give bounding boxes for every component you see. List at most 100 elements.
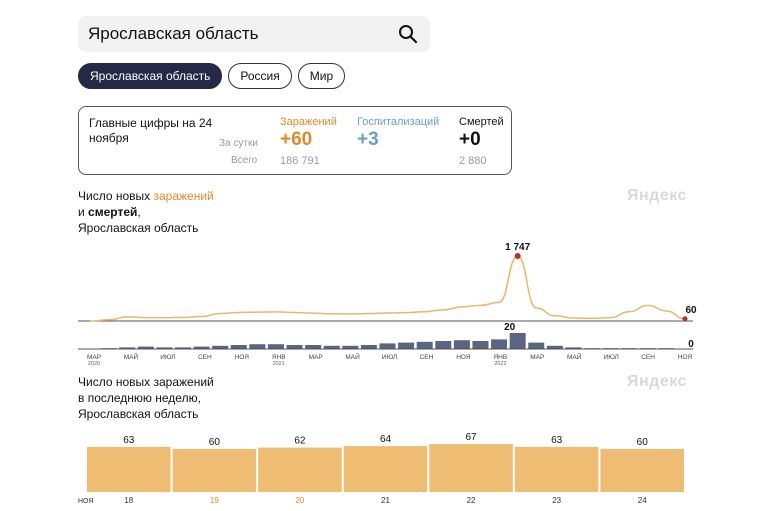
deaths-bar: [137, 346, 154, 349]
weekly-bar-value: 64: [380, 434, 392, 445]
weekly-day-label: 23: [552, 496, 561, 505]
weekly-bar-value: 60: [637, 437, 649, 448]
x-tick-label: МАЙ: [567, 352, 582, 361]
x-tick-year: 2021: [273, 361, 285, 367]
deaths-bar: [119, 347, 136, 349]
x-tick-label: ЯНВ: [272, 354, 286, 361]
cases-last-point: [682, 316, 688, 322]
x-tick-label: НОЯ: [456, 354, 471, 361]
deaths-bar: [546, 345, 563, 349]
weekly-bar: [87, 446, 171, 492]
chart1-title: Число новых заражений и смертей, Ярослав…: [78, 188, 214, 236]
x-tick-label: ИЮЛ: [604, 354, 619, 361]
chart1-title-region: Ярославская область: [78, 221, 199, 235]
weekly-bar-value: 67: [466, 432, 478, 443]
deaths-bar: [286, 345, 303, 349]
x-tick-label: МАР: [87, 354, 101, 361]
deaths-bar: [193, 346, 210, 349]
weekly-bar: [343, 446, 428, 492]
chart2-title: Число новых заражений в последнюю неделю…: [78, 374, 214, 422]
deaths-bar: [305, 345, 322, 349]
search-box[interactable]: Ярославская область: [78, 16, 430, 52]
deaths-bar: [621, 348, 638, 349]
deaths-bar: [491, 339, 508, 349]
search-icon[interactable]: [398, 24, 418, 44]
x-tick-label: МАЙ: [124, 352, 139, 361]
weekly-day-label: 18: [124, 496, 133, 505]
weekly-month-label: НОЯ: [78, 498, 93, 505]
x-tick-label: ИЮЛ: [160, 354, 175, 361]
row-label-total: Всего: [231, 155, 258, 166]
search-input[interactable]: Ярославская область: [88, 24, 259, 43]
x-tick-year: 2020: [88, 361, 100, 367]
deaths-bar: [658, 348, 675, 349]
weekly-day-label: 24: [638, 496, 647, 505]
chip-yaroslavl[interactable]: Ярославская область: [78, 63, 223, 89]
deaths-bar: [267, 344, 284, 349]
x-tick-label: ЯНВ: [493, 354, 507, 361]
row-label-day: За сутки: [219, 138, 258, 149]
x-tick-label: МАР: [309, 354, 323, 361]
deaths-bar: [249, 344, 266, 349]
chart2-title-line1: Число новых заражений: [78, 375, 214, 389]
weekly-bar-value: 62: [294, 436, 306, 447]
x-tick-label: НОЯ: [678, 354, 693, 361]
yandex-watermark-2: Яндекс: [627, 373, 687, 390]
summary-title: Главные цифры на 24 ноября: [89, 116, 213, 145]
chip-russia[interactable]: Россия: [228, 63, 292, 89]
deaths-bar: [509, 333, 526, 349]
weekly-day-label: 22: [467, 496, 476, 505]
weekly-day-label: 19: [210, 496, 219, 505]
deaths-bar: [174, 347, 191, 349]
deaths-bar: [565, 347, 582, 349]
deaths-bar: [342, 345, 359, 349]
deaths-bar: [584, 348, 601, 349]
deaths-bar: [82, 349, 98, 350]
x-tick-label: МАР: [530, 354, 544, 361]
deaths-last-label: 0: [688, 339, 694, 350]
x-tick-label: МАЙ: [345, 352, 360, 361]
chip-world[interactable]: Мир: [297, 63, 346, 89]
yandex-watermark: Яндекс: [627, 187, 687, 204]
chart1-title-bold: смертей: [88, 205, 138, 219]
deaths-bar: [602, 348, 619, 349]
cases-peak-point: [514, 253, 521, 259]
x-tick-label: НОЯ: [235, 354, 250, 361]
deaths-day: +0: [459, 129, 481, 150]
deaths-bar: [416, 341, 433, 349]
chart2-title-region: Ярославская область: [78, 407, 199, 421]
deaths-peak-label: 20: [504, 322, 516, 333]
cases-peak-label: 1 747: [505, 242, 530, 253]
deaths-bar: [323, 345, 340, 349]
hosp-label: Госпитализаций: [357, 116, 440, 128]
deaths-bar: [639, 348, 656, 349]
cases-label: Заражений: [280, 116, 337, 128]
deaths-bar: [472, 341, 489, 349]
weekly-bar: [429, 444, 513, 492]
weekly-bar-value: 63: [123, 435, 135, 446]
deaths-bar: [435, 341, 452, 349]
deaths-bar: [230, 345, 247, 349]
region-chips: Ярославская область Россия Мир: [78, 63, 346, 89]
weekly-cases-chart: 63 18 60 19 62 20 64 21 67 22 63 23 60 24 НОЯ: [78, 432, 684, 505]
deaths-bar: [100, 348, 117, 349]
weekly-day-label: 20: [295, 496, 304, 505]
weekly-bar: [600, 449, 684, 492]
cases-last-label: 60: [685, 305, 697, 316]
chart1-title-accent: заражений: [153, 189, 214, 203]
x-tick-label: ИЮЛ: [382, 354, 397, 361]
chart1-title-line2-prefix: и: [78, 205, 89, 219]
summary-card: Главные цифры на 24 ноября За сутки Всег…: [78, 106, 512, 175]
x-tick-label: СЕН: [198, 354, 212, 361]
weekly-bar-value: 63: [551, 435, 563, 446]
deaths-total: 2 880: [459, 155, 487, 167]
x-tick-year: 2022: [494, 361, 506, 367]
weekly-bar: [514, 446, 599, 492]
weekly-day-label: 21: [381, 496, 390, 505]
weekly-bar: [258, 447, 342, 492]
deaths-bar: [360, 345, 377, 349]
deaths-bar: [379, 343, 396, 349]
chart1-title-line2-suffix: ,: [137, 205, 141, 219]
deaths-bar: [156, 347, 173, 349]
cases-total: 186 791: [280, 155, 320, 167]
